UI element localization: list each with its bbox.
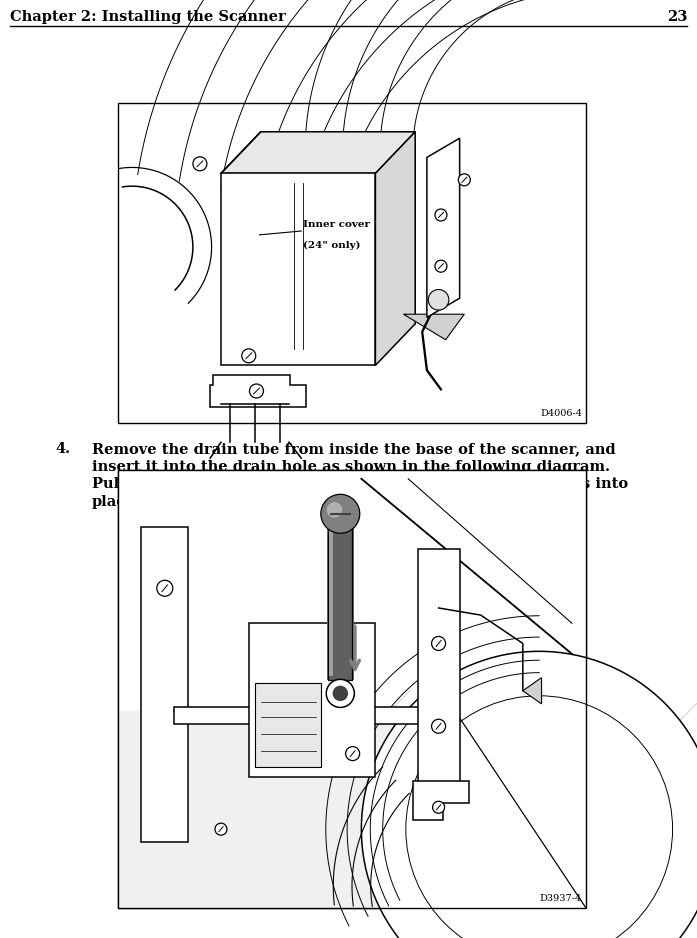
- Circle shape: [435, 209, 447, 221]
- Circle shape: [157, 581, 173, 597]
- Circle shape: [346, 747, 360, 761]
- Circle shape: [250, 384, 263, 398]
- Bar: [418, 549, 459, 785]
- Polygon shape: [261, 132, 415, 324]
- Polygon shape: [376, 132, 415, 366]
- Bar: [118, 470, 586, 908]
- Polygon shape: [404, 314, 464, 340]
- Circle shape: [428, 290, 449, 310]
- Text: 23: 23: [666, 10, 687, 24]
- Circle shape: [327, 502, 342, 518]
- Circle shape: [433, 801, 445, 813]
- Text: Inner cover: Inner cover: [303, 220, 370, 229]
- Circle shape: [215, 824, 227, 835]
- Polygon shape: [118, 711, 586, 908]
- Text: 4.: 4.: [55, 442, 70, 456]
- Circle shape: [242, 349, 256, 363]
- Bar: [141, 527, 188, 842]
- Text: D4006-4: D4006-4: [540, 409, 582, 418]
- Circle shape: [321, 494, 360, 534]
- Bar: [118, 470, 586, 908]
- Circle shape: [431, 637, 445, 650]
- Bar: [249, 623, 376, 777]
- Text: place.: place.: [92, 494, 141, 508]
- Circle shape: [326, 679, 354, 707]
- Text: (24" only): (24" only): [303, 241, 361, 250]
- Polygon shape: [210, 375, 306, 407]
- Text: Chapter 2: Installing the Scanner: Chapter 2: Installing the Scanner: [10, 10, 286, 24]
- Circle shape: [459, 174, 470, 186]
- Bar: [328, 514, 353, 680]
- Polygon shape: [221, 132, 415, 174]
- Bar: [118, 103, 586, 423]
- Polygon shape: [221, 174, 376, 366]
- Bar: [329, 518, 333, 676]
- Circle shape: [431, 719, 445, 734]
- Bar: [118, 470, 586, 908]
- Text: Pull the tube gently from outside the scanner so that it clips into: Pull the tube gently from outside the sc…: [92, 477, 628, 491]
- Polygon shape: [523, 677, 542, 704]
- Bar: [253, 726, 314, 737]
- Circle shape: [332, 686, 348, 701]
- Bar: [174, 706, 455, 724]
- Polygon shape: [413, 780, 469, 821]
- Circle shape: [361, 651, 697, 938]
- Text: insert it into the drain hole as shown in the following diagram.: insert it into the drain hole as shown i…: [92, 460, 610, 474]
- Circle shape: [406, 696, 673, 938]
- Polygon shape: [427, 138, 459, 317]
- Circle shape: [193, 157, 207, 171]
- Bar: [327, 514, 354, 680]
- Bar: [255, 683, 321, 767]
- Circle shape: [435, 260, 447, 272]
- Text: D3937-4: D3937-4: [539, 894, 582, 903]
- Text: Remove the drain tube from inside the base of the scanner, and: Remove the drain tube from inside the ba…: [92, 442, 615, 456]
